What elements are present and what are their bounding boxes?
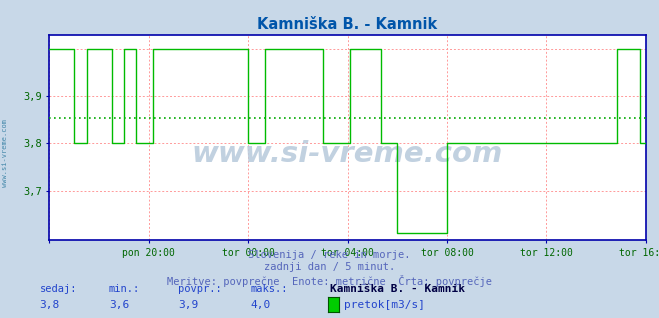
Text: 4,0: 4,0 — [250, 301, 271, 310]
Text: sedaj:: sedaj: — [40, 284, 77, 294]
Text: Meritve: povprečne  Enote: metrične  Črta: povprečje: Meritve: povprečne Enote: metrične Črta:… — [167, 275, 492, 287]
Text: zadnji dan / 5 minut.: zadnji dan / 5 minut. — [264, 262, 395, 272]
Text: 3,9: 3,9 — [178, 301, 198, 310]
Text: www.si-vreme.com: www.si-vreme.com — [192, 140, 503, 168]
Text: maks.:: maks.: — [250, 284, 288, 294]
Text: min.:: min.: — [109, 284, 140, 294]
Text: pretok[m3/s]: pretok[m3/s] — [344, 301, 425, 310]
Title: Kamniška B. - Kamnik: Kamniška B. - Kamnik — [258, 17, 438, 32]
Text: Kamniška B. - Kamnik: Kamniška B. - Kamnik — [330, 284, 465, 294]
Text: povpr.:: povpr.: — [178, 284, 221, 294]
Text: www.si-vreme.com: www.si-vreme.com — [2, 119, 9, 187]
Text: 3,8: 3,8 — [40, 301, 60, 310]
Text: Slovenija / reke in morje.: Slovenija / reke in morje. — [248, 250, 411, 259]
Text: 3,6: 3,6 — [109, 301, 129, 310]
